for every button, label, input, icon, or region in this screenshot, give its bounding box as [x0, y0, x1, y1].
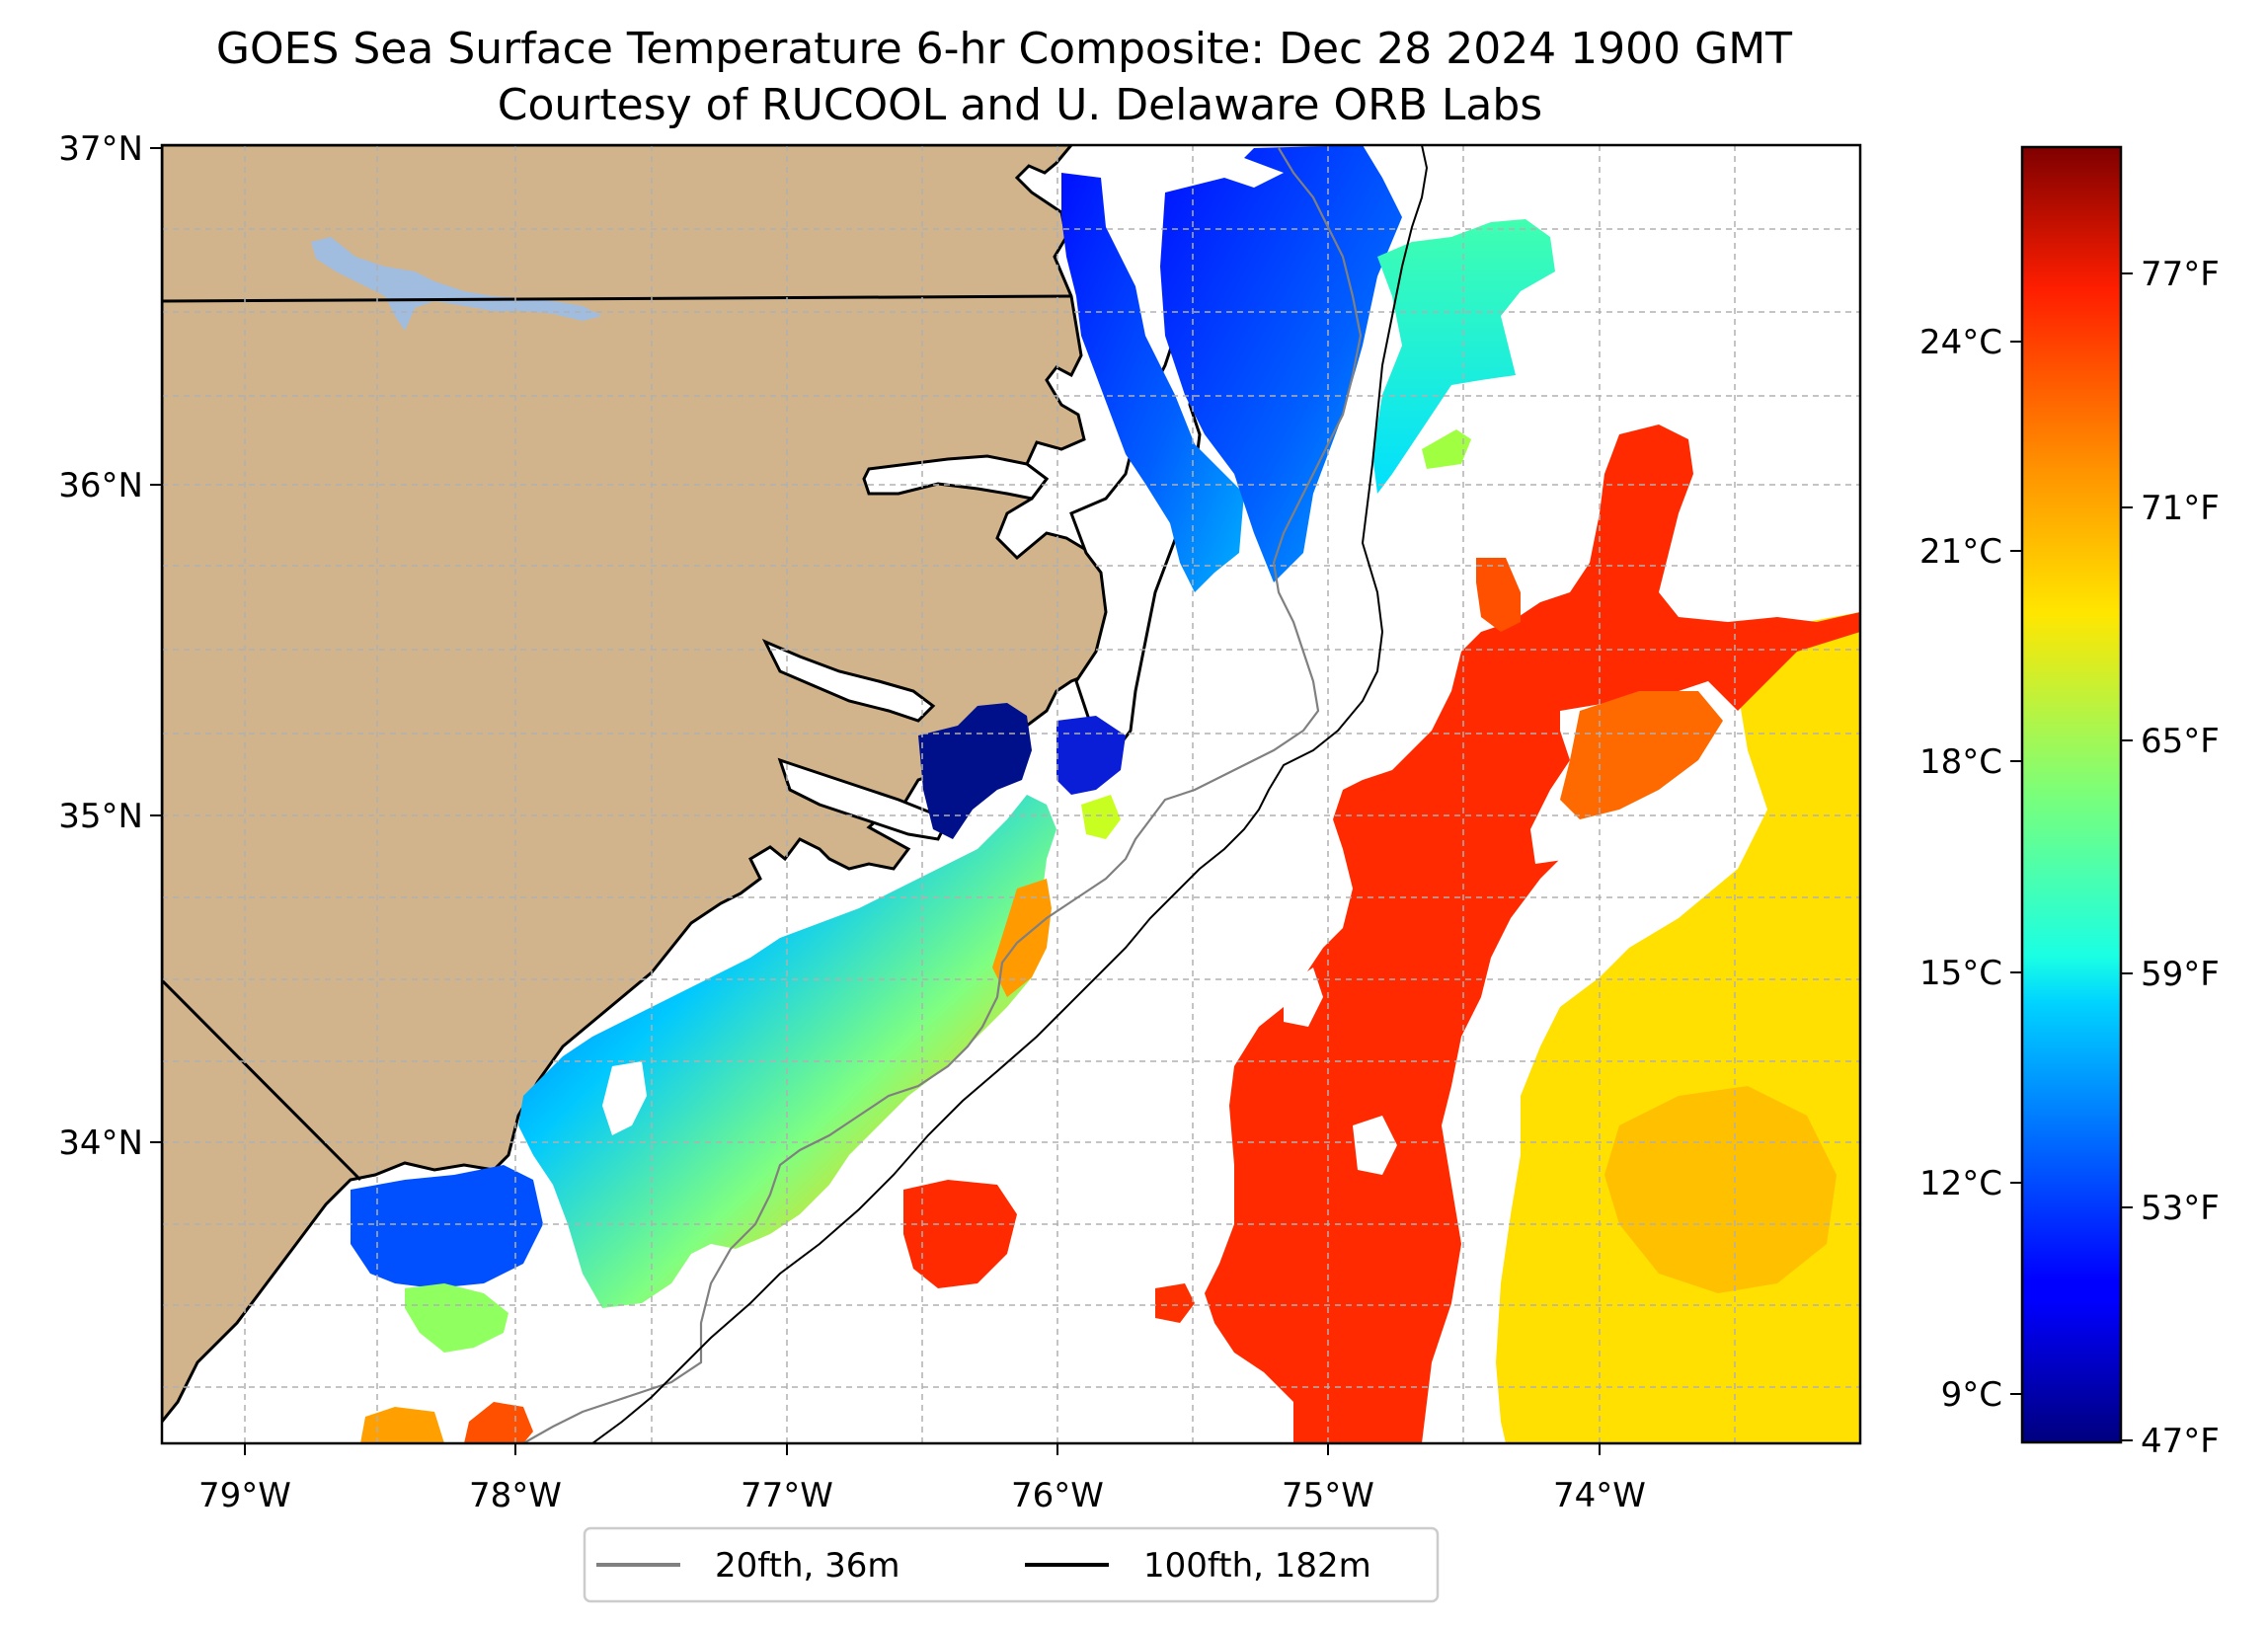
colorbar-celsius-label: 24°C: [1919, 323, 2002, 362]
legend-label-100fth: 100fth, 182m: [1143, 1546, 1371, 1586]
colorbar-celsius-ticks: [2010, 341, 2022, 1395]
colorbar-fahrenheit-ticks: [2121, 272, 2133, 1441]
legend-label-20fth: 20fth, 36m: [715, 1546, 900, 1586]
colorbar-celsius-label: 21°C: [1919, 532, 2002, 572]
lat-label: 35°N: [58, 797, 143, 836]
isobath-20fth: [522, 147, 1363, 1443]
lon-label: 77°W: [741, 1476, 833, 1515]
colorbar-celsius-label: 9°C: [1941, 1375, 2002, 1415]
title-line-2: Courtesy of RUCOOL and U. Delaware ORB L…: [498, 80, 1542, 130]
colorbar-celsius-label: 12°C: [1919, 1164, 2002, 1203]
colorbar-fahrenheit-label: 65°F: [2141, 722, 2220, 761]
colorbar: [2020, 145, 2123, 1444]
state-border-va-nc: [162, 294, 1072, 303]
colorbar-fahrenheit-label: 59°F: [2141, 955, 2220, 994]
title-line-1: GOES Sea Surface Temperature 6-hr Compos…: [216, 24, 1792, 74]
lat-axis: [150, 147, 162, 1143]
legend: 20fth, 36m 100fth, 182m: [583, 1526, 1440, 1603]
map-area: [162, 145, 1860, 1443]
lon-label: 74°W: [1553, 1476, 1646, 1515]
isobath-100fth: [591, 145, 1429, 1443]
pamlico-river: [761, 639, 936, 723]
lat-label: 34°N: [58, 1123, 143, 1163]
lon-axis: [244, 1443, 1601, 1455]
lon-label: 76°W: [1011, 1476, 1104, 1515]
lat-label: 36°N: [58, 466, 143, 505]
state-border-nc-sc: [162, 978, 362, 1182]
lon-label: 79°W: [198, 1476, 291, 1515]
lon-label: 78°W: [469, 1476, 562, 1515]
lat-label: 37°N: [58, 129, 143, 169]
map-frame: [160, 143, 1862, 1445]
colorbar-fahrenheit-label: 53°F: [2141, 1189, 2220, 1228]
colorbar-fahrenheit-label: 71°F: [2141, 489, 2220, 528]
albemarle-sound: [862, 454, 1050, 501]
colorbar-celsius-label: 18°C: [1919, 742, 2002, 782]
colorbar-fahrenheit-label: 77°F: [2141, 255, 2220, 294]
lake: [311, 237, 602, 331]
lon-label: 75°W: [1282, 1476, 1374, 1515]
gridlines: [162, 145, 1860, 1443]
colorbar-fahrenheit-label: 47°F: [2141, 1422, 2220, 1461]
sst-data: [351, 145, 1860, 1443]
colorbar-celsius-label: 15°C: [1919, 954, 2002, 993]
